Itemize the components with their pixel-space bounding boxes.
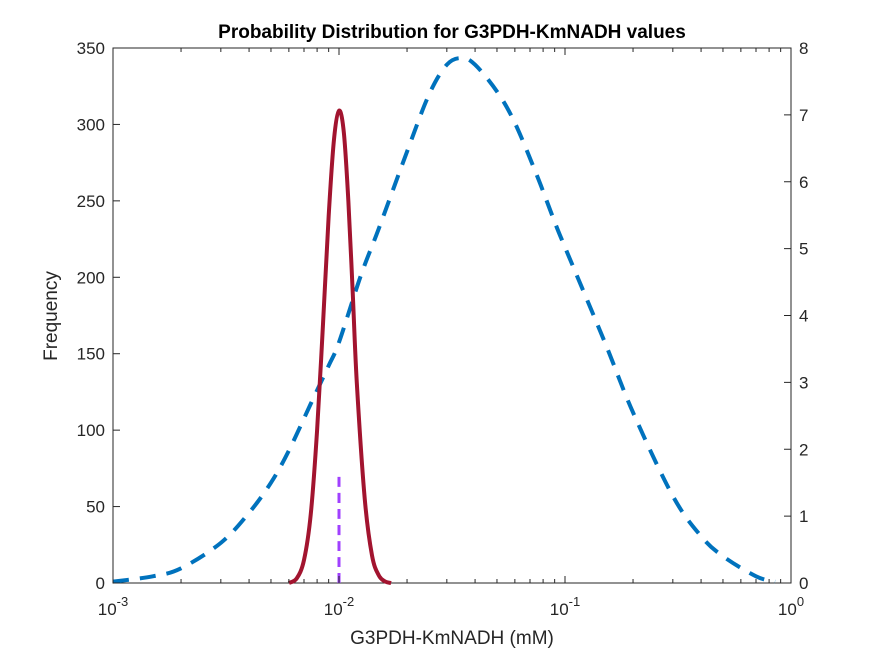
ticks-layer: 10-3 10-2 10-1 1000501001502002503003500123… (77, 39, 809, 619)
y-right-tick-label: 5 (799, 240, 808, 259)
y-left-tick-label: 50 (86, 498, 105, 517)
series-line-blue-dashed (112, 56, 776, 584)
x-tick-base: 10 (98, 600, 117, 619)
x-tick-label: 10-3 (98, 594, 128, 619)
y-right-tick-label: 0 (799, 574, 808, 593)
x-axis-label: G3PDH-KmNADH (mM) (350, 628, 554, 649)
y-left-tick-label: 250 (77, 192, 105, 211)
y-right-tick-label: 1 (799, 507, 808, 526)
y-right-tick-label: 6 (799, 173, 808, 192)
x-tick-base: 10 (324, 600, 343, 619)
axes-box (112, 47, 792, 584)
x-tick-label: 10-1 (550, 594, 580, 619)
y-left-tick-label: 100 (77, 421, 105, 440)
x-tick-label: 100 (778, 594, 804, 619)
x-tick-base: 10 (550, 600, 569, 619)
plot-area (112, 47, 792, 584)
x-tick-exponent: 0 (797, 594, 804, 609)
y-right-tick-label: 3 (799, 373, 808, 392)
y-left-tick-label: 150 (77, 345, 105, 364)
y-right-tick-label: 4 (799, 307, 808, 326)
series-layer (112, 56, 776, 585)
y-left-tick-label: 350 (77, 39, 105, 58)
y-right-tick-label: 7 (799, 106, 808, 125)
x-tick-exponent: -2 (343, 594, 355, 609)
y-left-tick-label: 0 (96, 574, 105, 593)
y-right-tick-label: 8 (799, 39, 808, 58)
series-line-red-solid (287, 108, 392, 585)
y-axis-label: Frequency (41, 271, 62, 361)
x-tick-base: 10 (778, 600, 797, 619)
y-left-tick-label: 300 (77, 115, 105, 134)
y-left-tick-label: 200 (77, 268, 105, 287)
x-tick-exponent: -1 (569, 594, 581, 609)
chart-title: Probability Distribution for G3PDH-KmNAD… (218, 22, 686, 43)
x-tick-label: 10-2 (324, 594, 354, 619)
y-right-tick-label: 2 (799, 440, 808, 459)
x-tick-exponent: -3 (117, 594, 129, 609)
